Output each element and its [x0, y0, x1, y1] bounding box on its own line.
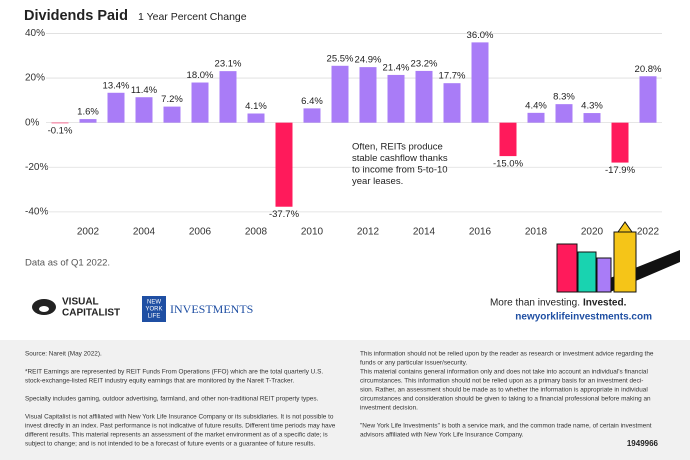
bar [303, 108, 321, 123]
y-tick-label: 20% [25, 73, 45, 84]
bar [275, 122, 293, 207]
annotation: to income from 5-to-10 [352, 165, 448, 176]
footer-text: Source: Nareit (May 2022). [25, 351, 102, 358]
bar [359, 67, 377, 123]
footer-text: Specialty includes gaming, outdoor adver… [25, 396, 319, 403]
footer-text: *REIT Earnings are represented by REIT F… [25, 369, 323, 376]
annotation: year leases. [352, 176, 403, 187]
branding: VISUAL CAPITALIST NEW YORK LIFE INVESTME… [32, 296, 652, 323]
bar [471, 42, 489, 123]
bar [499, 122, 517, 157]
chart-subtitle: 1 Year Percent Change [138, 11, 247, 23]
vc-logo: VISUAL [62, 297, 99, 308]
x-tick-label: 2008 [245, 227, 268, 238]
bar [135, 97, 153, 123]
footer-text: circumstances. This information should n… [360, 378, 643, 385]
value-label: 6.4% [301, 96, 323, 107]
x-tick-label: 2006 [189, 227, 212, 238]
value-label: 1.6% [77, 107, 99, 118]
value-label: 11.4% [131, 85, 158, 96]
footer-text: advisors affiliated with New York Life I… [360, 432, 524, 439]
investments: INVESTMENTS [170, 302, 253, 316]
value-label: 36.0% [467, 30, 494, 41]
bar [107, 92, 125, 123]
bar [79, 119, 97, 123]
bar [163, 106, 181, 123]
url: newyorklifeinvestments.com [515, 312, 652, 323]
value-label: 8.3% [553, 92, 575, 103]
value-label: 7.2% [161, 94, 183, 105]
bar [415, 70, 433, 123]
vc-logo: CAPITALIST [62, 308, 120, 319]
x-tick-label: 2004 [133, 227, 156, 238]
value-label: 17.7% [439, 71, 466, 82]
chart-title: Dividends Paid [24, 8, 128, 24]
value-label: 4.4% [525, 100, 547, 111]
note: Data as of Q1 2022. [25, 258, 110, 269]
footer-code: 1949966 [627, 439, 659, 448]
footer-text: circumstances and consideration should b… [360, 396, 651, 403]
y-tick-label: -40% [25, 206, 48, 217]
tagline: More than investing. [490, 298, 580, 309]
value-label: 25.5% [327, 53, 354, 64]
footer: Source: Nareit (May 2022). *REIT Earnings… [25, 351, 659, 448]
bar [527, 112, 545, 123]
value-label: -17.9% [605, 165, 636, 176]
y-tick-label: 0% [25, 117, 40, 128]
x-tick-label: 2020 [581, 227, 604, 238]
annotation: Often, REITs produce [352, 142, 443, 153]
value-label: 23.2% [411, 58, 438, 69]
value-label: 21.4% [383, 62, 410, 73]
value-label: 20.8% [635, 64, 662, 75]
bar [639, 76, 657, 123]
value-label: 4.1% [245, 101, 267, 112]
x-tick-label: 2002 [77, 227, 100, 238]
value-label: 13.4% [103, 80, 130, 91]
footer-text: Visual Capitalist is not affiliated with… [25, 414, 334, 421]
footer-text: funds or any particular issuer/security. [360, 360, 467, 367]
value-label: 24.9% [355, 55, 382, 66]
footer-text: sion. Rather, an assessment should be ma… [360, 387, 648, 394]
bar [387, 74, 405, 123]
value-label: -15.0% [493, 159, 524, 170]
y-tick-label: 40% [25, 28, 45, 39]
bar [331, 65, 349, 123]
footer-background [0, 340, 690, 460]
x-tick-label: 2018 [525, 227, 548, 238]
bar [51, 122, 69, 124]
footer-text: This material contains general informati… [360, 369, 648, 376]
tagline-bold: Invested. [583, 298, 627, 309]
footer-text: This information should not be relied up… [360, 351, 654, 358]
illustration [556, 221, 680, 293]
bar [555, 104, 573, 123]
footer-text: subject to change; and is not intended t… [25, 441, 315, 448]
y-tick-label: -20% [25, 162, 48, 173]
x-tick-label: 2016 [469, 227, 492, 238]
nyl-logo: LIFE [148, 314, 161, 320]
annotation: stable cashflow thanks [352, 153, 448, 164]
value-label: 4.3% [581, 101, 603, 112]
footer-text: investment decision. [360, 405, 418, 412]
nyl-logo: NEW [147, 300, 161, 306]
x-tick-label: 2022 [637, 227, 660, 238]
value-label: -37.7% [269, 209, 300, 220]
x-tick-label: 2012 [357, 227, 380, 238]
bar [611, 122, 629, 163]
footer-text: stock-exchange-listed REIT industry equi… [25, 378, 294, 385]
footer-text: different results. This material represe… [25, 432, 328, 439]
bar [443, 83, 461, 123]
x-tick-label: 2014 [413, 227, 436, 238]
x-tick-label: 2010 [301, 227, 324, 238]
value-label: 23.1% [215, 59, 242, 70]
footer-text: "New York Life Investments" is both a se… [360, 423, 652, 430]
bar [219, 71, 237, 123]
nyl-logo: YORK [145, 307, 162, 313]
value-label: -0.1% [48, 125, 73, 136]
bar [247, 113, 265, 123]
bar [191, 82, 209, 123]
value-label: 18.0% [187, 70, 214, 81]
bar [583, 113, 601, 123]
footer-text: invest directly in an index. Past perfor… [25, 423, 336, 430]
